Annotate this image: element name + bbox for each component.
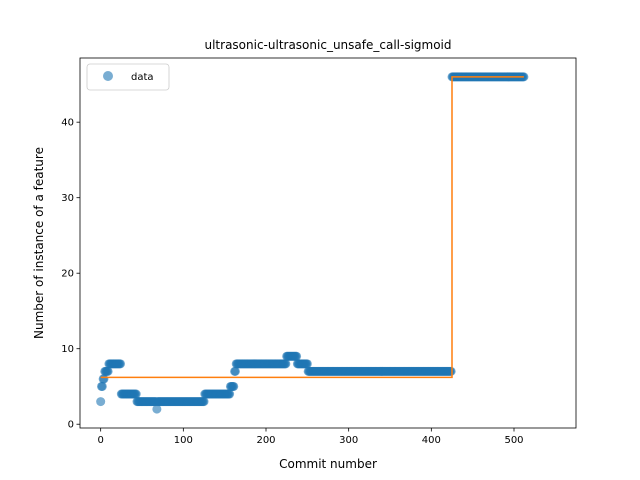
data-point (199, 397, 209, 407)
y-tick-label: 30 (61, 193, 74, 204)
data-point (229, 381, 239, 391)
y-tick-label: 20 (61, 269, 74, 280)
x-tick-label: 300 (339, 435, 358, 446)
fit-line (100, 76, 524, 379)
legend-entry-data: data (131, 72, 154, 83)
legend-marker (103, 71, 113, 81)
data-point (131, 389, 141, 399)
data-point (96, 397, 106, 407)
x-tick-label: 500 (504, 435, 523, 446)
y-tick-label: 0 (68, 420, 74, 431)
x-axis-label: Commit number (279, 457, 377, 471)
legend: data (86, 63, 170, 91)
data-point (116, 359, 126, 369)
legend-box (86, 63, 170, 91)
y-tick-label: 10 (61, 344, 74, 355)
x-tick-label: 0 (97, 435, 103, 446)
y-axis-label: Number of instance of a feature (32, 147, 46, 339)
data-point (225, 389, 235, 399)
data-point (446, 366, 456, 376)
chart-title: ultrasonic-ultrasonic_unsafe_call-sigmoi… (204, 38, 451, 52)
data-point (302, 359, 312, 369)
data-point (292, 351, 302, 361)
data-point (230, 366, 240, 376)
x-tick-label: 400 (422, 435, 441, 446)
data-point (152, 404, 162, 414)
data-point (97, 381, 107, 391)
x-tick-label: 100 (174, 435, 193, 446)
data-point (281, 359, 291, 369)
data-point (103, 366, 113, 376)
x-tick-label: 200 (256, 435, 275, 446)
plot-frame (79, 57, 577, 429)
y-tick-label: 40 (61, 118, 74, 129)
